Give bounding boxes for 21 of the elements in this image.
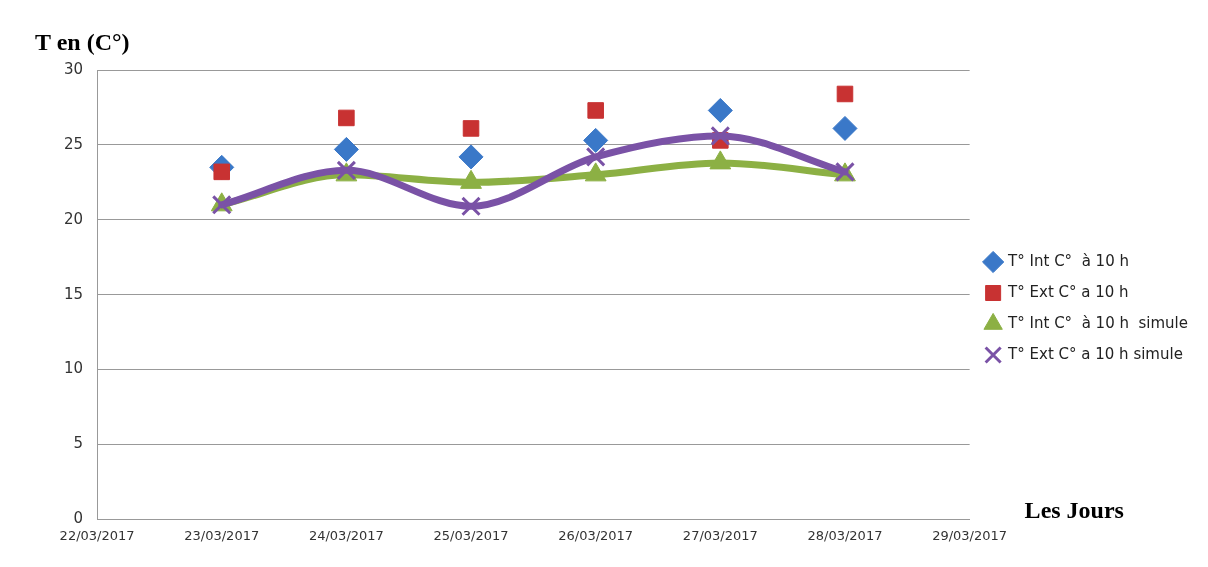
y-tick-label: 25 [63, 134, 84, 153]
x-tick-label: 29/03/2017 [932, 527, 1008, 543]
y-tick-label: 0 [73, 509, 84, 528]
x-tick-label: 24/03/2017 [308, 527, 384, 543]
x-tick-label: 23/03/2017 [184, 527, 260, 543]
x-tick-label: 27/03/2017 [682, 527, 758, 543]
y-tick-label: 10 [63, 359, 84, 378]
y-tick-label: 30 [63, 59, 84, 78]
y-tick-label: 20 [63, 209, 84, 228]
x-tick-label: 28/03/2017 [807, 527, 883, 543]
x-tick-label: 25/03/2017 [433, 527, 509, 543]
legend-label: T° Int C° à 10 h simule [1007, 313, 1189, 332]
x-tick-label: 22/03/2017 [59, 527, 135, 543]
y-axis-title: T en (C°) [35, 29, 130, 56]
legend-label: T° Ext C° a 10 h [1007, 282, 1129, 301]
y-tick-label: 5 [73, 434, 84, 453]
legend-label: T° Int C° à 10 h [1007, 251, 1129, 270]
x-tick-label: 26/03/2017 [558, 527, 634, 543]
x-axis-title: Les Jours [1024, 496, 1124, 523]
y-tick-label: 15 [63, 284, 84, 303]
legend-label: T° Ext C° a 10 h simule [1007, 344, 1183, 363]
